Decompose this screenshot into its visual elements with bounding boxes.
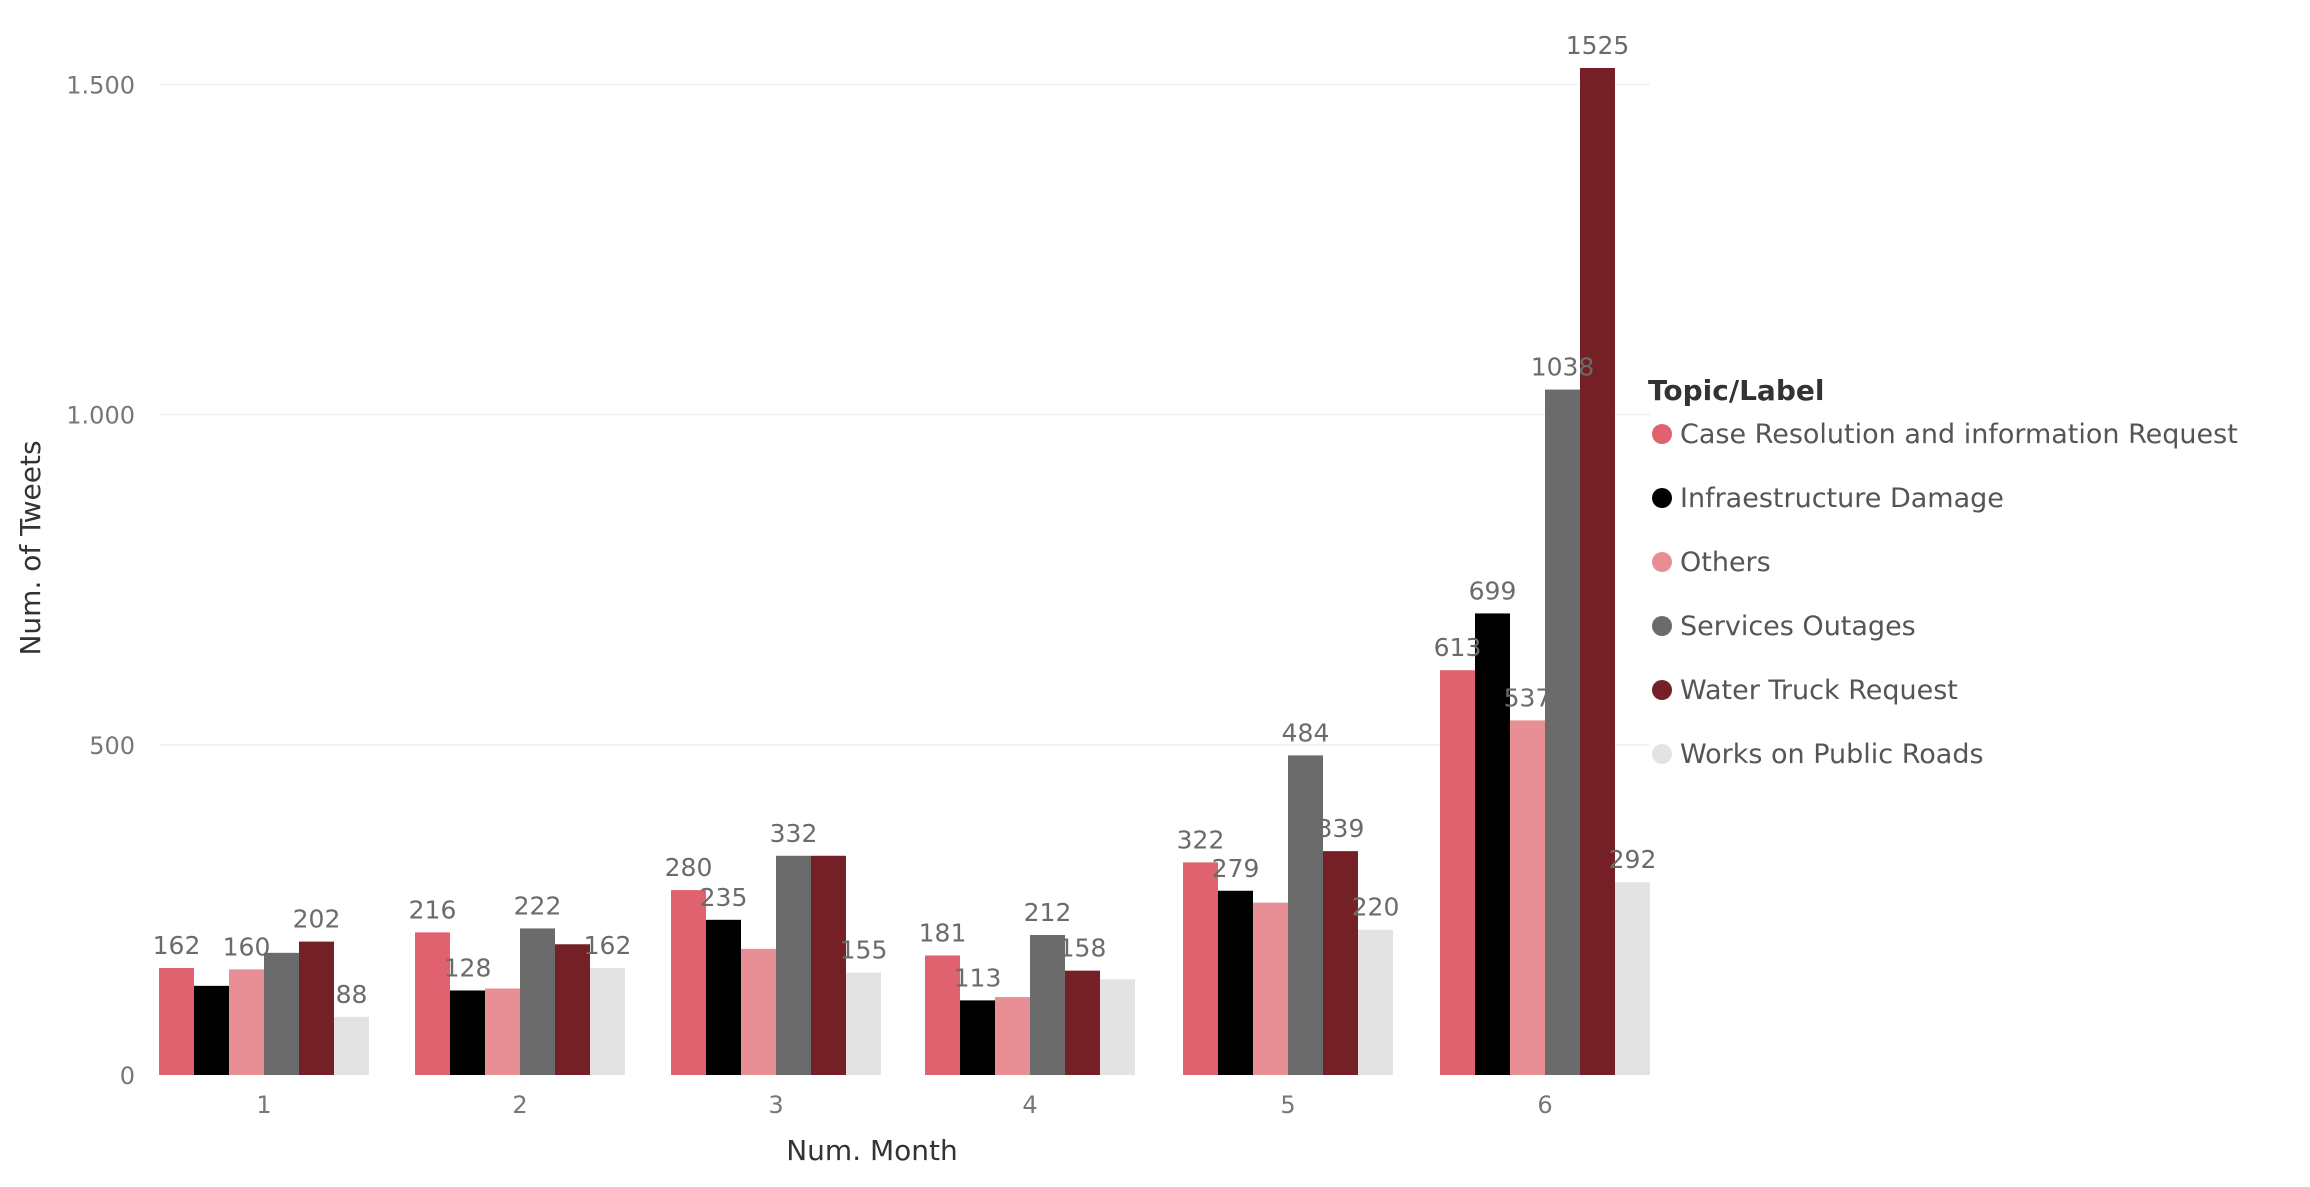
- bar: [1615, 882, 1650, 1075]
- data-label: 1525: [1566, 31, 1630, 60]
- data-label: 222: [514, 891, 562, 920]
- bar: [299, 941, 334, 1075]
- data-label: 613: [1434, 633, 1482, 662]
- bar: [1580, 68, 1615, 1075]
- x-tick-label: 5: [1280, 1091, 1295, 1119]
- data-label: 162: [153, 931, 201, 960]
- bar: [1510, 720, 1545, 1075]
- y-tick-label: 500: [89, 732, 135, 760]
- x-tick-label: 4: [1022, 1091, 1037, 1119]
- legend-item-label: Works on Public Roads: [1680, 739, 1984, 770]
- data-label: 322: [1177, 825, 1225, 854]
- legend-swatch: [1652, 744, 1672, 764]
- legend-item-label: Water Truck Request: [1680, 675, 1958, 706]
- x-axis-title: Num. Month: [786, 1134, 958, 1167]
- bar: [229, 969, 264, 1075]
- data-label: 162: [584, 931, 632, 960]
- x-axis-ticks: 1 2 3 4 5 6: [256, 1091, 1552, 1119]
- bar: [1288, 755, 1323, 1075]
- x-tick-label: 1: [256, 1091, 271, 1119]
- data-label: 699: [1469, 576, 1517, 605]
- x-tick-label: 2: [512, 1091, 527, 1119]
- bar: [960, 1000, 995, 1075]
- bar: [555, 944, 590, 1075]
- y-tick-label: 1.000: [66, 402, 135, 430]
- legend-swatch: [1652, 552, 1672, 572]
- bar: [485, 988, 520, 1075]
- legend: Topic/Label Case Resolution and informat…: [1648, 374, 2238, 770]
- legend-item-label: Services Outages: [1680, 611, 1916, 642]
- data-label: 235: [700, 883, 748, 912]
- data-label: 88: [336, 980, 368, 1009]
- data-label: 1038: [1531, 353, 1595, 382]
- bar: [811, 855, 846, 1075]
- bar: [520, 928, 555, 1075]
- bar: [1100, 979, 1135, 1075]
- bar: [1183, 862, 1218, 1075]
- bar: [1440, 670, 1475, 1075]
- data-label: 202: [293, 905, 341, 934]
- data-label: 220: [1352, 893, 1400, 922]
- gridlines: [160, 83, 1650, 746]
- data-label: 155: [840, 936, 888, 965]
- y-axis-ticks: 0 500 1.000 1.500: [66, 72, 135, 1090]
- bar: [1030, 935, 1065, 1075]
- legend-item-label: Others: [1680, 547, 1771, 578]
- bar: [995, 997, 1030, 1075]
- data-label: 279: [1212, 854, 1260, 883]
- bar: [846, 972, 881, 1075]
- x-tick-label: 6: [1537, 1091, 1552, 1119]
- bars: [159, 68, 1650, 1075]
- bar: [194, 985, 229, 1075]
- bar: [776, 855, 811, 1075]
- bar: [159, 968, 194, 1075]
- bar: [671, 890, 706, 1075]
- data-label: 537: [1504, 683, 1552, 712]
- data-label: 113: [954, 963, 1002, 992]
- bar: [334, 1016, 369, 1075]
- legend-swatch: [1652, 616, 1672, 636]
- legend-swatch: [1652, 680, 1672, 700]
- data-label: 216: [409, 895, 457, 924]
- bar: [741, 948, 776, 1075]
- data-label: 292: [1609, 845, 1657, 874]
- data-label: 339: [1317, 814, 1365, 843]
- bar: [1065, 970, 1100, 1075]
- legend-item-label: Case Resolution and information Request: [1680, 419, 2238, 450]
- x-tick-label: 3: [768, 1091, 783, 1119]
- bar: [264, 952, 299, 1075]
- bar: [1545, 389, 1580, 1075]
- bar: [1358, 929, 1393, 1075]
- bar: [925, 955, 960, 1075]
- bar: [1218, 890, 1253, 1075]
- data-label: 160: [223, 932, 271, 961]
- data-label: 212: [1024, 898, 1072, 927]
- legend-swatch: [1652, 424, 1672, 444]
- data-label: 181: [919, 918, 967, 947]
- bar: [1253, 902, 1288, 1075]
- legend-swatch: [1652, 488, 1672, 508]
- legend-title: Topic/Label: [1648, 374, 1824, 407]
- bar: [590, 968, 625, 1075]
- y-axis-title: Num. of Tweets: [14, 440, 47, 655]
- bar: [706, 919, 741, 1075]
- data-label: 128: [444, 953, 492, 982]
- bar: [1323, 851, 1358, 1075]
- data-label: 280: [665, 853, 713, 882]
- y-tick-label: 1.500: [66, 72, 135, 100]
- bar: [450, 990, 485, 1075]
- data-label: 484: [1282, 718, 1330, 747]
- data-label: 332: [770, 819, 818, 848]
- legend-item-label: Infraestructure Damage: [1680, 483, 2004, 514]
- bar: [1475, 613, 1510, 1075]
- y-tick-label: 0: [120, 1062, 135, 1090]
- data-label: 158: [1059, 934, 1107, 963]
- bar: [415, 932, 450, 1075]
